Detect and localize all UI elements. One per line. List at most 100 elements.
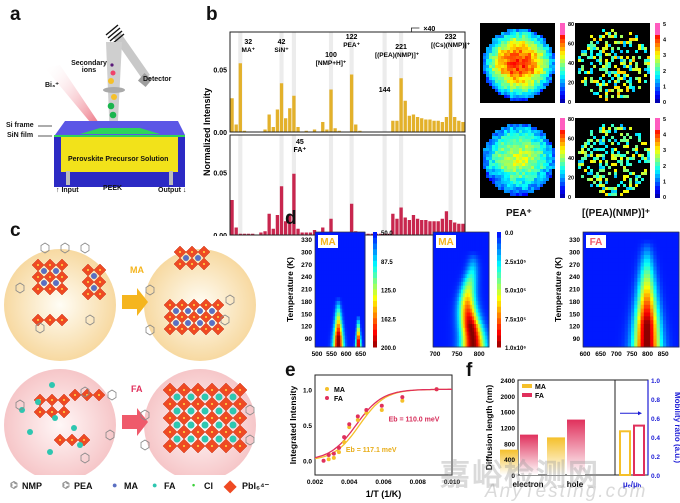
map-pixel: [593, 175, 596, 178]
heatmap-cell: [640, 274, 645, 279]
map-pixel: [543, 181, 546, 184]
map-pixel: [602, 187, 605, 190]
heatmap-cell: [647, 285, 651, 290]
heatmap-cell: [624, 262, 629, 267]
heatmap-cell: [341, 335, 344, 340]
heatmap-cell: [621, 232, 626, 237]
map-pixel: [483, 53, 486, 56]
map-pixel: [611, 193, 614, 196]
map-pixel: [504, 50, 507, 53]
heatmap-cell: [348, 331, 351, 336]
heatmap-cell: [634, 255, 638, 260]
map-pixel: [525, 59, 528, 62]
heatmap-cell: [363, 324, 366, 329]
heatmap-cell: [440, 289, 443, 294]
heatmap-cell: [442, 335, 445, 340]
heatmap-cell: [669, 258, 674, 264]
fa-cation: [173, 421, 181, 429]
heatmap-cell: [345, 304, 348, 310]
colorbar-segment: [655, 27, 660, 31]
heatmap-cell: [468, 274, 471, 279]
heatmap-cell: [356, 327, 359, 333]
heatmap-cell: [611, 327, 616, 333]
iodide-dot: [59, 439, 61, 441]
map-pixel: [513, 47, 516, 50]
heatmap-cell: [475, 258, 479, 264]
heatmap-cell: [320, 339, 323, 344]
map-pixel: [614, 56, 617, 59]
heatmap-cell: [442, 285, 445, 290]
map-pixel: [528, 86, 531, 89]
heatmap-cell: [621, 339, 626, 344]
heatmap-cell: [436, 270, 440, 275]
map-pixel: [590, 71, 593, 74]
map-pixel: [623, 44, 626, 47]
map-pixel: [599, 169, 602, 172]
colorbar-segment: [497, 237, 501, 244]
heatmap-cell: [360, 251, 363, 256]
heatmap-cell: [650, 343, 654, 348]
heatmap-cell: [637, 266, 642, 271]
heatmap-cell: [611, 331, 616, 336]
bar-fa: [391, 213, 395, 235]
colorbar-segment: [560, 154, 565, 158]
heatmap-cell: [340, 320, 343, 325]
heatmap-cell: [615, 251, 619, 256]
heatmap-cell: [336, 304, 339, 310]
heatmap-cell: [608, 335, 613, 340]
heatmap-cell: [669, 278, 674, 283]
heatmap-cell: [669, 297, 674, 302]
map-pixel: [531, 178, 534, 181]
map-pixel: [543, 71, 546, 74]
y-axis-label: Integrated Intensity: [288, 386, 298, 465]
heatmap-cell: [656, 270, 661, 275]
heatmap-cell: [659, 281, 664, 287]
heatmap-cell: [459, 320, 462, 325]
map-pixel: [510, 154, 513, 157]
heatmap-cell: [470, 308, 473, 313]
heatmap-cell: [659, 312, 664, 317]
heatmap-cell: [663, 343, 667, 348]
map-pixel: [540, 50, 543, 53]
heatmap-cell: [436, 293, 440, 298]
map-pixel: [486, 157, 489, 160]
heatmap-cell: [345, 239, 348, 244]
heatmap-cell: [663, 262, 667, 267]
map-pixel: [549, 163, 552, 166]
heatmap-cell: [640, 258, 645, 264]
heatmap-cell: [330, 308, 333, 313]
map-pixel: [525, 133, 528, 136]
map-pixel: [498, 133, 501, 136]
heatmap-cell: [446, 320, 449, 325]
map-pixel: [531, 86, 534, 89]
bar-fa: [403, 217, 407, 235]
heatmap-cell: [433, 293, 436, 298]
heatmap-cell: [346, 320, 349, 325]
heatmap-cell: [653, 255, 658, 260]
heatmap-cell: [666, 262, 670, 267]
heatmap-cell: [631, 274, 635, 279]
heatmap-cell: [472, 274, 475, 279]
map-pixel: [537, 169, 540, 172]
map-pixel: [531, 68, 534, 71]
map-pixel: [531, 154, 534, 157]
map-pixel: [620, 157, 623, 160]
map-pixel: [492, 178, 495, 181]
heatmap-cell: [656, 262, 661, 267]
map-pixel: [501, 163, 504, 166]
heatmap-cell: [451, 301, 455, 306]
heatmap-cell: [340, 235, 343, 241]
heatmap-cell: [316, 235, 319, 241]
bar-fa: [263, 231, 267, 235]
heatmap-cell: [605, 258, 610, 264]
map-pixel: [501, 148, 504, 151]
map-pixel: [516, 71, 519, 74]
heatmap-cell: [589, 320, 594, 325]
fa-cation: [35, 399, 41, 405]
colorbar-segment: [655, 43, 660, 47]
map-pixel: [522, 178, 525, 181]
heatmap-cell: [447, 324, 451, 329]
heatmap-cell: [326, 343, 329, 348]
heatmap-cell: [589, 343, 594, 348]
map-pixel: [489, 56, 492, 59]
